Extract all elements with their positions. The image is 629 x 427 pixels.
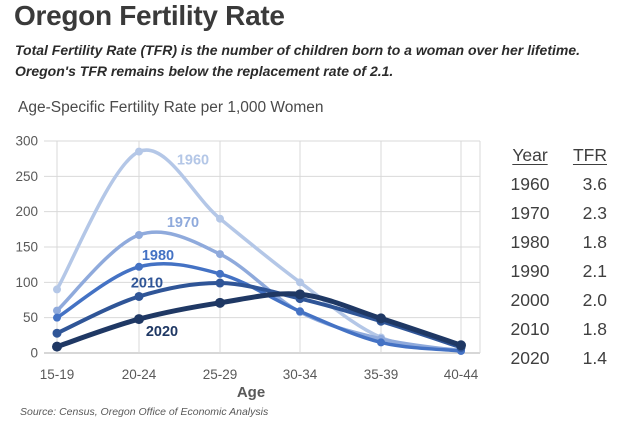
data-point-2010-20-24 (134, 291, 144, 301)
page-title: Oregon Fertility Rate (14, 0, 285, 31)
y-tick-label: 300 (15, 134, 38, 149)
data-point-2020-35-39 (376, 313, 386, 324)
table-year-1990: 1990 (510, 261, 550, 281)
series-label-1960: 1960 (177, 153, 209, 169)
table-year-1960: 1960 (510, 174, 550, 194)
table-tfr-1960: 3.6 (582, 174, 607, 194)
data-point-1960-25-29 (216, 214, 224, 223)
data-point-2020-20-24 (134, 314, 144, 325)
data-point-1960-20-24 (135, 147, 143, 156)
table-year-2010: 2010 (510, 319, 550, 339)
data-point-1980-20-24 (135, 262, 143, 271)
data-point-1980-35-39 (377, 338, 385, 347)
tfr-summary-table: Year TFR 1960 3.6 1970 2.3 1980 1.8 1990 2.1 2000 2… (505, 141, 609, 373)
source-note: Source: Census, Oregon Office of Economi… (20, 406, 269, 418)
table-header-tfr: TFR (572, 145, 607, 165)
x-tick-label: 40-44 (444, 367, 479, 382)
data-point-1980-25-29 (216, 269, 224, 278)
x-tick-label: 25-29 (203, 367, 238, 382)
y-tick-label: 200 (15, 204, 38, 219)
subtitle-line-1: Total Fertility Rate (TFR) is the number… (15, 42, 580, 58)
data-point-2020-30-34 (295, 289, 305, 300)
x-tick-label: 35-39 (364, 367, 399, 382)
table-year-1970: 1970 (510, 203, 550, 223)
x-tick-label: 15-19 (40, 367, 75, 382)
y-tick-label: 100 (15, 275, 38, 290)
y-tick-label: 150 (15, 240, 38, 255)
x-tick-label: 30-34 (283, 367, 318, 382)
table-year-1980: 1980 (510, 232, 550, 252)
data-point-1960-30-34 (296, 278, 304, 287)
data-point-2020-40-44 (456, 340, 466, 351)
y-tick-label: 50 (23, 310, 38, 325)
table-tfr-1980: 1.8 (582, 232, 607, 252)
data-point-1980-30-34 (296, 307, 304, 316)
data-point-1970-25-29 (216, 250, 224, 259)
y-tick-label: 250 (15, 169, 38, 184)
table-tfr-2000: 2.0 (582, 290, 607, 310)
x-axis-title: Age (236, 384, 266, 401)
data-point-1960-15-19 (53, 285, 61, 294)
data-point-2020-25-29 (215, 297, 225, 308)
series-line-2020 (54, 291, 464, 350)
table-header-year: Year (512, 145, 548, 165)
table-tfr-2020: 1.4 (582, 348, 607, 368)
series-label-1970: 1970 (167, 215, 199, 231)
x-tick-label: 20-24 (122, 367, 157, 382)
series-label-2010: 2010 (131, 275, 163, 291)
table-year-2020: 2020 (510, 348, 550, 368)
fertility-line-chart: 0 50 100 150 200 250 300 15-19 20-24 25-29 30-34 35… (15, 134, 481, 382)
data-point-1970-20-24 (135, 230, 143, 239)
data-point-1980-15-19 (53, 313, 61, 322)
y-tick-label: 0 (30, 346, 38, 361)
table-year-2000: 2000 (510, 290, 550, 310)
series-line-2010 (55, 280, 463, 350)
subtitle-line-2: Oregon's TFR remains below the replaceme… (15, 63, 394, 79)
data-point-2010-25-29 (215, 278, 225, 288)
data-point-2010-15-19 (52, 328, 62, 338)
table-tfr-2010: 1.8 (582, 319, 607, 339)
series-label-1980: 1980 (142, 248, 174, 264)
data-point-1970-15-19 (53, 306, 61, 315)
series-line-1970 (55, 230, 463, 353)
series-label-2020: 2020 (146, 324, 178, 340)
table-tfr-1990: 2.1 (582, 261, 607, 281)
chart-title: Age-Specific Fertility Rate per 1,000 Wo… (18, 99, 324, 116)
data-point-2020-15-19 (52, 341, 62, 352)
table-tfr-1970: 2.3 (582, 203, 607, 223)
series-line-1980 (55, 261, 463, 353)
